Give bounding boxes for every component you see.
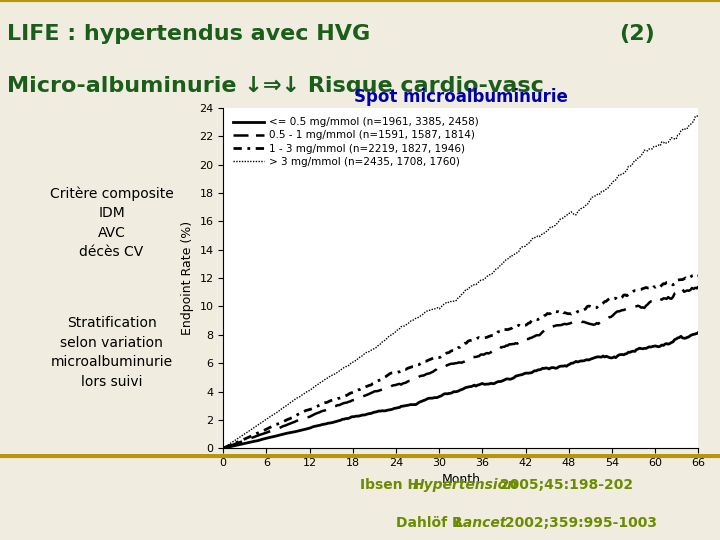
Text: (2): (2) [619,24,655,44]
Title: Spot microalbuminurie: Spot microalbuminurie [354,89,568,106]
Text: Ibsen H: Ibsen H [360,478,424,492]
Text: Critère composite
IDM
AVC
décès CV: Critère composite IDM AVC décès CV [50,186,174,259]
Legend: <= 0.5 mg/mmol (n=1961, 3385, 2458), 0.5 - 1 mg/mmol (n=1591, 1587, 1814), 1 - 3: <= 0.5 mg/mmol (n=1961, 3385, 2458), 0.5… [228,113,483,171]
Text: Micro-albuminurie ↓⇒↓ Risque cardio-vasc: Micro-albuminurie ↓⇒↓ Risque cardio-vasc [7,76,544,96]
Text: Stratification
selon variation
microalbuminurie
lors suivi: Stratification selon variation microalbu… [50,316,173,389]
Text: 2002;359:995-1003: 2002;359:995-1003 [500,516,657,530]
Text: LIFE : hypertendus avec HVG: LIFE : hypertendus avec HVG [7,24,371,44]
Text: Hypertension: Hypertension [413,478,518,492]
Y-axis label: Endpoint Rate (%): Endpoint Rate (%) [181,221,194,335]
Text: Lancet: Lancet [455,516,508,530]
X-axis label: Month: Month [441,474,480,487]
Text: Dahlöf B: Dahlöf B [396,516,467,530]
Text: 2005;45:198-202: 2005;45:198-202 [495,478,634,492]
